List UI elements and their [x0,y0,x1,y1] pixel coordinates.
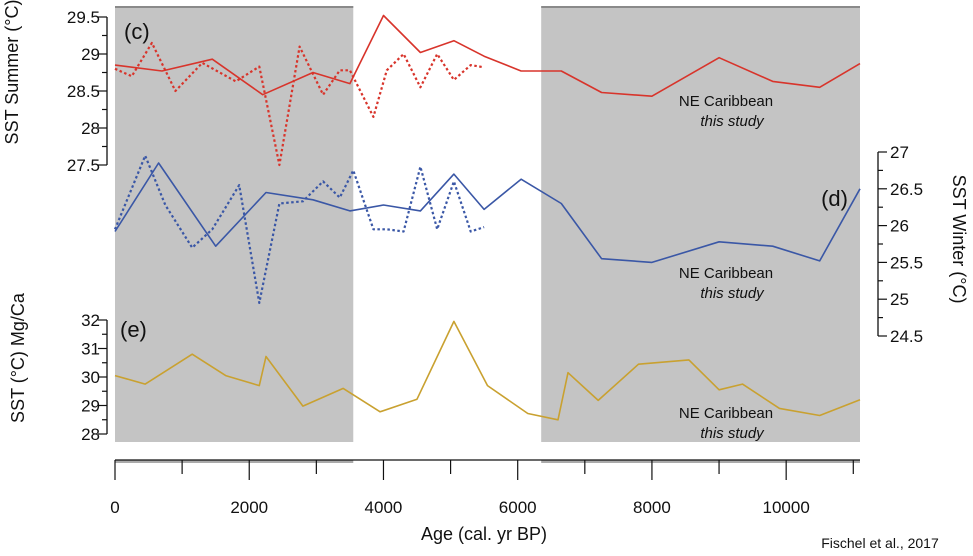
x-tick-label: 2000 [230,498,268,517]
y-axis-title-2: SST Winter (°C) [949,175,969,304]
y-tick-label: 25.5 [890,253,923,272]
shaded-interval-axis-marker [115,460,354,463]
panel-tag-3: (e) [120,317,147,342]
y-tick-label: 26.5 [890,180,923,199]
y-tick-label: 28.5 [67,82,100,101]
panel-annotation: NE Caribbean [679,265,773,282]
panel-2-series-dotted [113,154,485,304]
y-tick-label: 29 [81,397,100,416]
y-axis-title-3: SST (°C) Mg/Ca [8,292,28,423]
labels: SST Summer (°C) (c) NE Caribbean this study… [2,0,969,442]
credit-text: Fischel et al., 2017 [821,535,939,551]
data-series [113,14,861,421]
panel-2-series-solid [114,162,861,264]
x-axis-title: Age (cal. yr BP) [421,524,547,544]
x-tick-label: 8000 [633,498,671,517]
panel-1-y-axis: 27.5 28 28.5 29 29.5 [67,8,108,175]
y-tick-label: 28 [81,425,100,444]
y-tick-label: 29 [81,45,100,64]
panel-annotation-sub: this study [700,425,765,442]
shaded-interval-axis-marker [541,460,860,463]
shaded-intervals [115,6,860,463]
panel-2-y-axis: 24.5 25 25.5 26 26.5 27 [877,143,923,346]
y-tick-label: 24.5 [890,327,923,346]
panel-annotation: NE Caribbean [679,405,773,422]
y-tick-label: 26 [890,217,909,236]
x-tick-label: 10000 [763,498,810,517]
shaded-interval-1 [115,6,354,442]
y-tick-label: 31 [81,340,100,359]
panel-annotation-sub: this study [700,113,765,130]
y-tick-label: 32 [81,311,100,330]
x-tick-label: 4000 [365,498,403,517]
y-axis-title-1: SST Summer (°C) [2,0,22,144]
x-tick-label: 6000 [499,498,537,517]
panel-tag-2: (d) [821,186,848,211]
y-tick-label: 27.5 [67,156,100,175]
panel-annotation-sub: this study [700,285,765,302]
y-tick-label: 27 [890,143,909,162]
panel-1-series-dotted [114,41,485,167]
panel-3-series-solid [114,320,861,421]
panel-3-y-axis: 28 29 30 31 32 [81,311,108,444]
y-tick-label: 29.5 [67,8,100,27]
panel-1-series-solid [114,14,861,97]
panel-tag-1: (c) [124,19,150,44]
y-tick-label: 25 [890,290,909,309]
y-tick-label: 30 [81,368,100,387]
axes: 27.5 28 28.5 29 29.5 24.5 25 25.5 26 26.5 27 28 29 30… [67,8,923,517]
panel-annotation: NE Caribbean [679,93,773,110]
shaded-interval-2 [541,6,860,442]
x-tick-label: 0 [110,498,119,517]
y-tick-label: 28 [81,119,100,138]
